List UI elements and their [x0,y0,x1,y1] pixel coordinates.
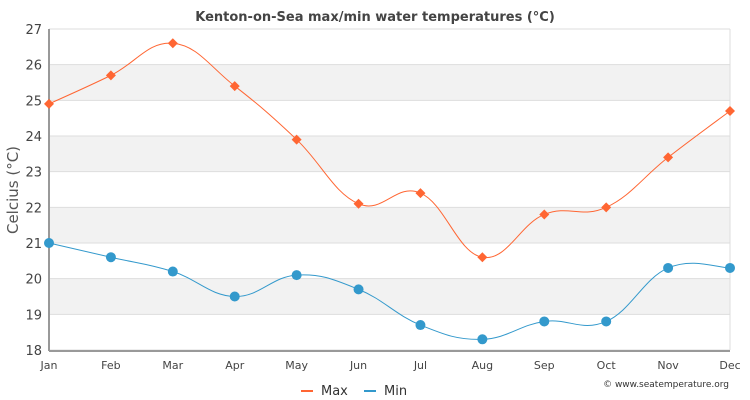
y-axis-label: Celcius (°C) [4,146,22,234]
x-tick-label: Jan [40,359,58,372]
x-tick-label: Dec [719,359,740,372]
legend-item-max[interactable]: Max [301,384,348,399]
series-min [44,238,735,345]
x-tick-label: Feb [101,359,120,372]
legend-max-label: Max [321,384,348,399]
series-group [44,38,735,345]
data-point-max[interactable] [601,202,612,213]
x-tick-label: Oct [597,359,617,372]
data-point-max[interactable] [539,209,550,220]
x-tick-label: Mar [162,359,183,372]
plot-bands [49,64,730,315]
data-point-max[interactable] [477,252,488,263]
y-tick-label: 23 [25,166,42,181]
data-point-min[interactable] [601,316,612,327]
gridlines [49,28,731,351]
plot-band [49,207,730,243]
data-point-min[interactable] [477,334,488,345]
data-point-max[interactable] [167,38,178,49]
y-tick-label: 22 [25,201,42,216]
data-point-max[interactable] [353,198,364,209]
y-tick-label: 18 [25,344,42,359]
data-point-max[interactable] [291,134,302,145]
x-tick-label: Nov [657,359,679,372]
legend-item-min[interactable]: Min [364,384,407,399]
plot-band [49,64,730,101]
data-point-min[interactable] [44,238,54,248]
series-max [44,38,735,263]
data-point-min[interactable] [415,320,426,331]
plot-band [49,136,730,172]
chart-title: Kenton-on-Sea max/min water temperatures… [195,10,555,25]
data-point-min[interactable] [663,262,674,273]
credit-link[interactable]: © www.seatemperature.org [603,380,729,390]
y-tick-label: 26 [25,59,42,74]
data-point-min[interactable] [353,284,364,295]
legend: Max Min [301,384,407,399]
x-tick-label: Aug [472,359,493,372]
data-point-min[interactable] [539,316,550,327]
x-tick-label: Jul [413,359,427,372]
x-tick-label: May [285,359,308,372]
data-point-max[interactable] [663,152,674,163]
data-point-max[interactable] [105,70,116,81]
x-tick-label: Jun [349,359,367,372]
y-tick-label: 25 [25,94,42,109]
y-tick-label: 24 [25,130,42,145]
data-point-min[interactable] [291,270,302,281]
x-axis-ticks: Jan Feb Mar Apr May Jun Jul Aug Sep Oct Nov Dec [40,359,741,372]
data-point-min[interactable] [105,252,116,263]
data-point-max[interactable] [725,106,735,117]
y-tick-label: 27 [25,23,42,38]
data-point-max[interactable] [229,81,240,92]
data-point-min[interactable] [167,266,178,277]
plot-band [49,278,730,315]
y-tick-label: 20 [25,273,42,288]
y-tick-label: 19 [25,308,42,323]
x-tick-label: Apr [225,359,245,372]
axes [48,29,730,352]
data-point-max[interactable] [415,188,426,199]
data-point-max[interactable] [44,98,54,109]
x-tick-label: Sep [534,359,555,372]
data-point-min[interactable] [229,291,240,302]
data-point-min[interactable] [725,262,735,273]
legend-min-label: Min [384,384,407,399]
y-tick-label: 21 [25,237,42,252]
y-axis-ticks: 18 19 20 21 22 23 24 25 26 27 [25,23,42,359]
